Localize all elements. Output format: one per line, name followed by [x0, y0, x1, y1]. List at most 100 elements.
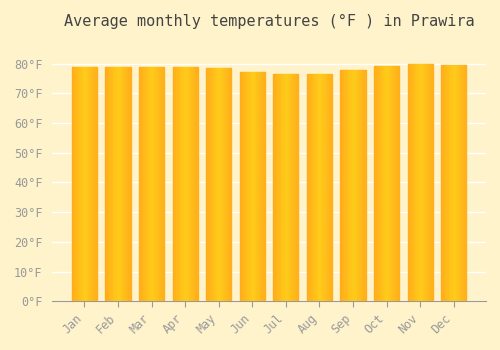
Bar	[280, 74, 281, 301]
Bar	[240, 72, 265, 301]
Bar	[153, 67, 154, 301]
Bar	[260, 72, 261, 301]
Bar	[179, 67, 180, 301]
Bar	[446, 65, 448, 301]
Bar	[88, 67, 90, 301]
Bar	[216, 68, 218, 301]
Bar	[242, 72, 244, 301]
Bar	[408, 64, 433, 301]
Bar	[307, 74, 332, 301]
Bar	[450, 65, 452, 301]
Bar	[208, 68, 210, 301]
Bar	[144, 67, 146, 301]
Bar	[408, 64, 409, 301]
Bar	[188, 67, 189, 301]
Bar	[143, 67, 144, 301]
Bar	[281, 74, 282, 301]
Bar	[218, 68, 220, 301]
Bar	[176, 67, 178, 301]
Bar	[196, 67, 198, 301]
Bar	[124, 67, 126, 301]
Bar	[374, 66, 376, 301]
Bar	[110, 67, 112, 301]
Bar	[347, 70, 348, 301]
Bar	[388, 66, 389, 301]
Bar	[90, 67, 92, 301]
Bar	[106, 67, 108, 301]
Bar	[92, 67, 93, 301]
Bar	[382, 66, 383, 301]
Bar	[313, 74, 314, 301]
Bar	[250, 72, 251, 301]
Bar	[308, 74, 310, 301]
Bar	[274, 74, 276, 301]
Bar	[277, 74, 278, 301]
Bar	[112, 67, 113, 301]
Bar	[262, 72, 264, 301]
Bar	[414, 64, 415, 301]
Bar	[393, 66, 394, 301]
Bar	[324, 74, 326, 301]
Bar	[320, 74, 322, 301]
Bar	[314, 74, 316, 301]
Bar	[127, 67, 128, 301]
Bar	[342, 70, 343, 301]
Bar	[175, 67, 176, 301]
Bar	[350, 70, 352, 301]
Bar	[378, 66, 379, 301]
Bar	[244, 72, 245, 301]
Bar	[211, 68, 212, 301]
Bar	[149, 67, 150, 301]
Bar	[72, 67, 97, 301]
Bar	[415, 64, 416, 301]
Bar	[195, 67, 196, 301]
Bar	[340, 70, 342, 301]
Bar	[82, 67, 83, 301]
Bar	[148, 67, 149, 301]
Bar	[340, 70, 365, 301]
Bar	[454, 65, 455, 301]
Bar	[426, 64, 428, 301]
Bar	[150, 67, 152, 301]
Bar	[286, 74, 287, 301]
Bar	[376, 66, 378, 301]
Bar	[392, 66, 393, 301]
Bar	[274, 74, 298, 301]
Bar	[255, 72, 256, 301]
Bar	[77, 67, 78, 301]
Bar	[288, 74, 290, 301]
Bar	[330, 74, 331, 301]
Bar	[114, 67, 116, 301]
Bar	[383, 66, 384, 301]
Bar	[364, 70, 366, 301]
Bar	[84, 67, 86, 301]
Bar	[226, 68, 228, 301]
Bar	[297, 74, 298, 301]
Bar	[465, 65, 466, 301]
Bar	[258, 72, 260, 301]
Bar	[462, 65, 464, 301]
Bar	[452, 65, 454, 301]
Bar	[245, 72, 246, 301]
Bar	[442, 65, 444, 301]
Bar	[343, 70, 344, 301]
Bar	[139, 67, 164, 301]
Bar	[76, 67, 77, 301]
Bar	[363, 70, 364, 301]
Bar	[374, 66, 399, 301]
Bar	[220, 68, 222, 301]
Bar	[327, 74, 328, 301]
Bar	[357, 70, 358, 301]
Bar	[394, 66, 396, 301]
Bar	[294, 74, 296, 301]
Bar	[318, 74, 320, 301]
Bar	[156, 67, 158, 301]
Bar	[86, 67, 87, 301]
Bar	[362, 70, 363, 301]
Bar	[353, 70, 354, 301]
Bar	[290, 74, 291, 301]
Bar	[214, 68, 215, 301]
Bar	[118, 67, 120, 301]
Bar	[139, 67, 140, 301]
Bar	[448, 65, 449, 301]
